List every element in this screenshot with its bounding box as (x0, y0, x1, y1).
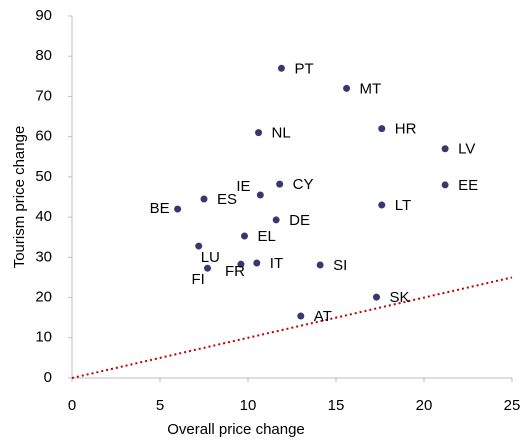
y-tick-label: 70 (35, 87, 52, 104)
point-label: SI (333, 257, 347, 274)
x-tick-label: 15 (328, 397, 345, 414)
y-tick-label: 90 (35, 7, 52, 24)
y-tick-label: 80 (35, 47, 52, 64)
point (343, 84, 351, 92)
point (297, 312, 305, 320)
point (316, 261, 324, 269)
point-label: FR (225, 263, 245, 280)
point (204, 264, 212, 272)
point-label: EL (257, 228, 275, 245)
point (378, 201, 386, 209)
y-tick-label: 0 (44, 369, 52, 386)
reference-line (71, 276, 513, 379)
point-label: PT (294, 60, 313, 77)
point-label: LV (458, 141, 475, 158)
x-tick-label: 5 (156, 397, 164, 414)
point (200, 195, 208, 203)
point-label: SK (389, 289, 409, 306)
point (378, 125, 386, 133)
point-label: ES (217, 191, 237, 208)
point (441, 145, 449, 153)
point-label: LT (395, 197, 411, 214)
point-label: IT (270, 255, 283, 272)
point (441, 181, 449, 189)
point (255, 129, 263, 137)
x-tick-label: 10 (240, 397, 257, 414)
point (253, 259, 261, 267)
y-tick-label: 40 (35, 208, 52, 225)
point-label: IE (236, 178, 250, 195)
y-tick-label: 10 (35, 329, 52, 346)
point-label: EE (458, 177, 478, 194)
point (372, 293, 380, 301)
point-label: AT (314, 308, 332, 325)
y-axis-title: Tourism price change (11, 126, 28, 269)
point (277, 64, 285, 72)
point (256, 191, 264, 199)
point (237, 260, 245, 268)
x-axis-title: Overall price change (167, 421, 305, 438)
x-tick-label: 20 (416, 397, 433, 414)
y-tick-label: 20 (35, 289, 52, 306)
point-label: LU (201, 249, 220, 266)
y-tick-label: 60 (35, 128, 52, 145)
y-tick-label: 50 (35, 168, 52, 185)
point (276, 180, 284, 188)
point (195, 242, 203, 250)
point (272, 216, 280, 224)
point (174, 205, 182, 213)
x-tick-label: 25 (504, 397, 521, 414)
point-label: MT (360, 80, 382, 97)
x-tick-label: 0 (68, 397, 76, 414)
point-label: BE (150, 200, 170, 217)
point-label: CY (293, 176, 314, 193)
point-label: DE (289, 212, 310, 229)
point-label: NL (272, 125, 291, 142)
point (240, 232, 248, 240)
point-label: HR (395, 121, 417, 138)
point-label: FI (192, 271, 205, 288)
y-tick-label: 30 (35, 248, 52, 265)
